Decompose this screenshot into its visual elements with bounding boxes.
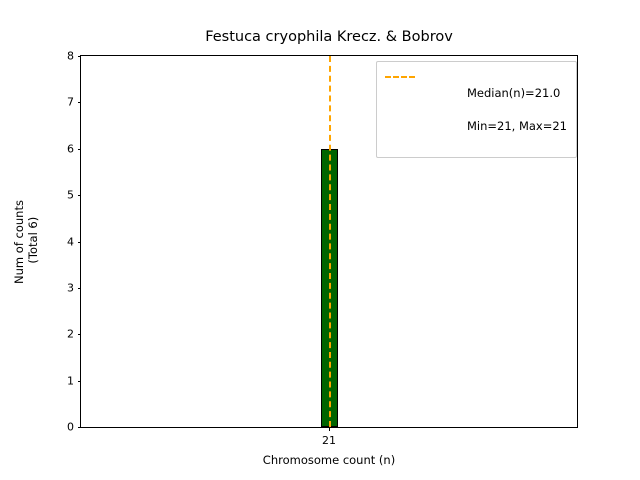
y-tick-label: 4 bbox=[67, 235, 74, 248]
y-tick-mark bbox=[77, 102, 81, 104]
y-tick-mark bbox=[77, 56, 81, 57]
y-tick-label: 6 bbox=[67, 142, 74, 156]
y-tick-label: 5 bbox=[67, 188, 74, 202]
y-tick-label: 0 bbox=[67, 420, 74, 434]
y-tick-mark bbox=[77, 334, 81, 336]
dashed-line-icon bbox=[385, 68, 416, 83]
y-tick-mark bbox=[77, 241, 81, 243]
y-tick-mark bbox=[77, 195, 81, 197]
y-tick-mark bbox=[77, 380, 81, 382]
legend-entry-line1: Median(n)=21.0 bbox=[466, 85, 561, 100]
y-tick-mark bbox=[77, 148, 81, 150]
chart-title: Festuca cryophila Krecz. & Bobrov bbox=[205, 29, 453, 45]
plot-area: 0 1 2 3 4 5 6 7 8 21 Median(n)=21.0 Min=21, Max=… bbox=[67, 50, 578, 447]
y-axis-label: Num of counts (Total 6) bbox=[11, 199, 40, 284]
legend-box[interactable]: Median(n)=21.0 Min=21, Max=21 bbox=[376, 61, 577, 159]
x-tick-mark bbox=[329, 427, 330, 431]
x-tick-label: 21 bbox=[322, 434, 336, 447]
x-axis-label: Chromosome count (n) bbox=[262, 453, 396, 467]
legend-entry: Median(n)=21.0 Min=21, Max=21 bbox=[385, 68, 567, 151]
y-tick-mark bbox=[77, 287, 81, 289]
y-tick-label: 3 bbox=[67, 281, 74, 295]
y-tick-mark bbox=[77, 427, 81, 428]
y-tick-label: 8 bbox=[67, 49, 74, 63]
y-tick-label: 1 bbox=[67, 374, 74, 388]
plot-inner: 0 1 2 3 4 5 6 7 8 21 Median(n)=21.0 Min=21, Max=… bbox=[67, 50, 577, 447]
median-line bbox=[329, 56, 331, 427]
legend-entry-line2: Min=21, Max=21 bbox=[466, 119, 567, 134]
y-tick-label: 2 bbox=[67, 327, 74, 341]
y-tick-label: 7 bbox=[67, 95, 74, 109]
